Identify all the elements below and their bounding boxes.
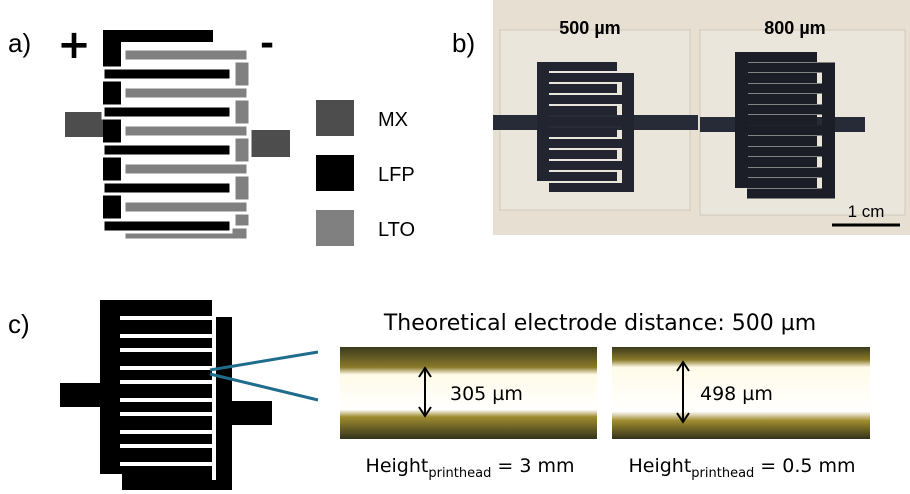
legend-swatch — [316, 100, 354, 136]
comb-spine — [622, 73, 634, 192]
lfp-finger — [103, 182, 231, 194]
panel-label: a) — [8, 28, 31, 58]
legend: MX LFP LTO — [316, 100, 415, 246]
comb-finger — [537, 172, 617, 181]
panel-a — [65, 30, 290, 240]
panel-title: Theoretical electrode distance: 500 µm — [383, 311, 816, 336]
legend-label: LTO — [378, 219, 415, 241]
caption-subscript: printhead — [691, 466, 754, 481]
caption-text: = 0.5 mm — [760, 455, 855, 477]
caption-subscript: printhead — [428, 466, 491, 481]
comb-finger — [747, 126, 829, 136]
panel-label: b) — [452, 28, 475, 58]
caption-text: = 3 mm — [497, 455, 574, 477]
height-caption: Heightprinthead = 0.5 mm — [628, 455, 855, 481]
height-caption: Heightprinthead = 3 mm — [366, 455, 575, 481]
tab — [65, 112, 105, 137]
legend-label: MX — [378, 109, 408, 131]
legend-swatch — [316, 155, 354, 191]
minus-sign: - — [260, 24, 274, 64]
comb-finger — [735, 115, 817, 125]
comb-finger — [747, 189, 829, 199]
comb-finger — [537, 128, 617, 137]
lto-finger — [124, 163, 248, 175]
measurement: 498 µm — [700, 383, 773, 405]
tab — [248, 130, 290, 157]
comb-finger — [537, 106, 617, 115]
scale-bar-label: 1 cm — [848, 202, 885, 221]
lto-finger — [124, 201, 248, 213]
plus-sign: + — [57, 22, 91, 68]
lto-finger — [124, 87, 248, 99]
comb-finger — [735, 52, 817, 62]
comb-finger — [549, 95, 629, 104]
comb-finger — [735, 94, 817, 104]
comb-finger — [735, 157, 817, 167]
lfp-finger — [103, 144, 231, 156]
comb-spine — [537, 62, 549, 181]
comb-finger — [537, 62, 617, 71]
electrode-gap — [212, 298, 234, 317]
figure: a) + - MX LFP LTO b) 500 µm 800 µm 1 cm c)… — [0, 0, 910, 494]
lfp-spine — [103, 30, 121, 230]
electrode-gap — [98, 474, 122, 492]
comb-finger — [549, 161, 629, 170]
comb-finger — [747, 105, 829, 115]
lfp-finger — [103, 30, 213, 42]
comb-finger — [735, 178, 817, 188]
comb-finger — [549, 117, 629, 126]
photo-title: 500 µm — [559, 18, 620, 38]
photo — [493, 0, 910, 235]
comb-finger — [735, 73, 817, 83]
legend-label: LFP — [378, 164, 415, 186]
comb-finger — [747, 84, 829, 94]
lto-finger — [124, 125, 248, 137]
comb-finger — [747, 168, 829, 178]
comb-finger — [549, 73, 629, 82]
panel-c — [60, 298, 272, 492]
comb-finger — [747, 147, 829, 157]
comb-finger — [747, 63, 829, 73]
comb-finger — [735, 136, 817, 146]
lto-finger — [124, 49, 248, 61]
lfp-finger — [103, 220, 231, 232]
lfp-finger — [103, 106, 231, 118]
caption-text: Height — [366, 455, 429, 477]
comb-finger — [537, 150, 617, 159]
lfp-finger — [103, 68, 231, 80]
legend-swatch — [316, 210, 354, 246]
comb-finger — [537, 84, 617, 93]
panel-label: c) — [8, 309, 30, 339]
caption-text: Height — [628, 455, 691, 477]
comb-finger — [549, 139, 629, 148]
tab — [60, 383, 105, 407]
photo-title: 800 µm — [764, 18, 825, 38]
tab — [228, 401, 272, 425]
measurement: 305 µm — [450, 383, 523, 405]
comb-finger — [549, 183, 629, 192]
